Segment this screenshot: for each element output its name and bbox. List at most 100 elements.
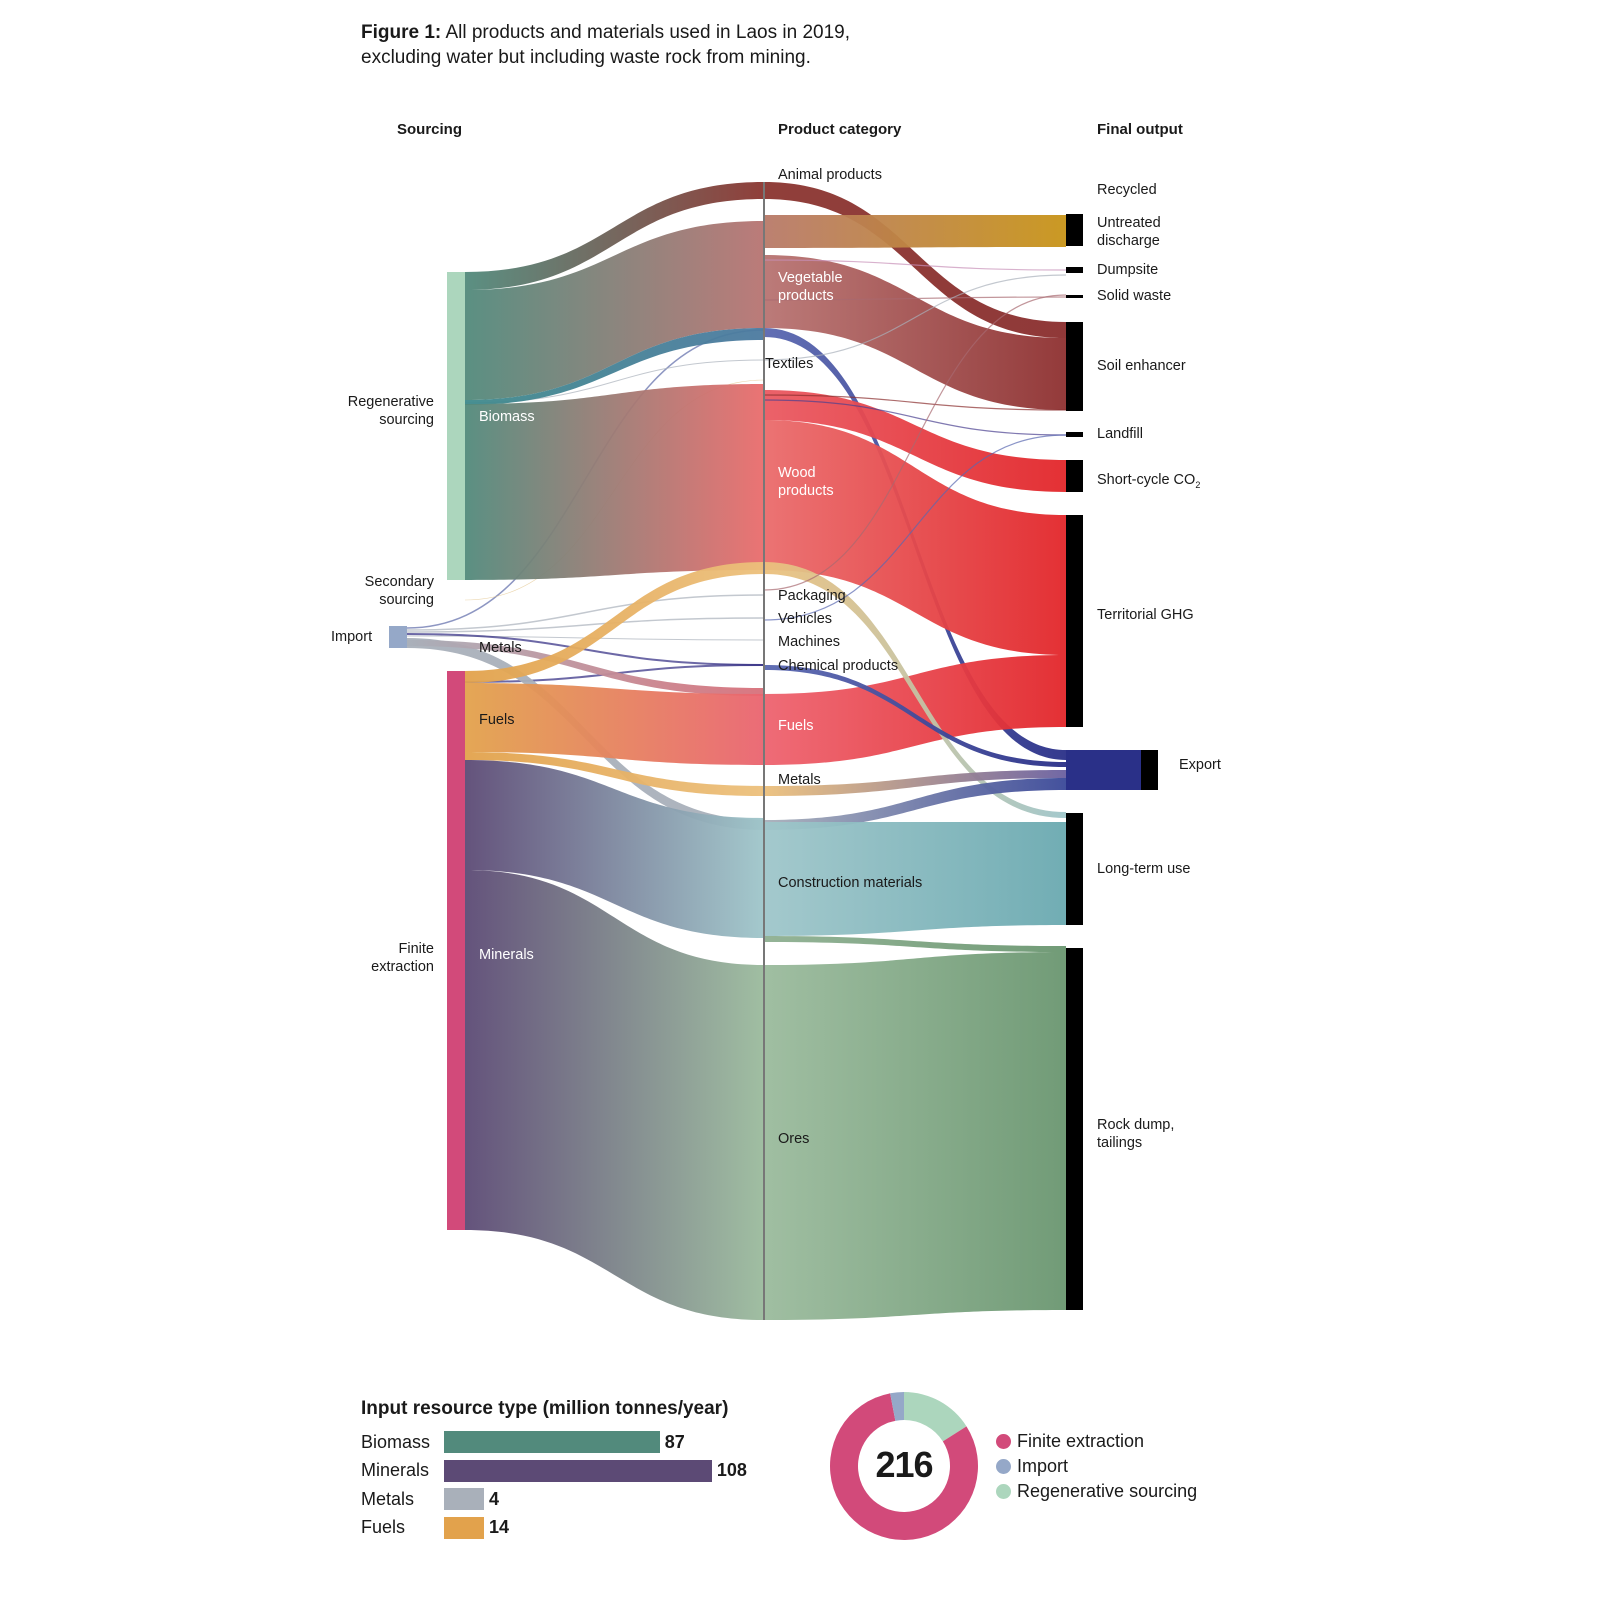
- bar-label: Metals: [361, 1488, 415, 1509]
- link-minerals-ores: [465, 870, 764, 1320]
- label-regenerative-sourcing: Regenerative sourcing: [347, 394, 434, 428]
- label-untreated-discharge: Untreated discharge: [1097, 215, 1161, 249]
- link-output-thin-4: [763, 274, 1067, 361]
- link-vegetable-soil: [764, 255, 1066, 410]
- node-soil: [1066, 322, 1083, 411]
- link-biomass-vegetable: [465, 221, 764, 400]
- bar-row: Metals 4: [361, 1487, 499, 1511]
- link-biomass-animal: [465, 182, 764, 290]
- label-animal-products: Animal products: [778, 167, 882, 183]
- label-chemical-products: Chemical products: [778, 658, 899, 674]
- node-dumpsite: [1066, 267, 1083, 273]
- link-thin-1: [406, 594, 765, 631]
- label-solid-waste: Solid waste: [1097, 288, 1172, 304]
- legend-dot-icon: [996, 1434, 1011, 1449]
- label-fuels-resource: Fuels: [479, 712, 515, 728]
- node-import: [389, 626, 407, 648]
- node-untreated: [1066, 214, 1083, 246]
- label-finite-extraction: Finite extraction: [371, 941, 434, 975]
- figure-title: Figure 1: All products and materials use…: [361, 22, 850, 68]
- link-fuels-packaging: [465, 562, 764, 683]
- link-output-thin-3: [763, 399, 1067, 436]
- label-metals-product: Metals: [778, 772, 821, 788]
- node-landfill: [1066, 432, 1083, 437]
- bar-row: Biomass 87: [361, 1430, 685, 1454]
- bar: [444, 1488, 484, 1510]
- label-territorial-ghg: Territorial GHG: [1097, 607, 1194, 623]
- label-rock-dump: Rock dump, tailings: [1097, 1117, 1175, 1151]
- node-regenerative: [447, 272, 465, 580]
- link-fuels-metals: [465, 752, 764, 796]
- label-machines: Machines: [778, 634, 841, 650]
- bar-value: 87: [664, 1431, 685, 1452]
- legend-label: Finite extraction: [1017, 1431, 1145, 1451]
- donut-slice: [890, 1392, 904, 1421]
- link-import-fuels: [407, 640, 764, 696]
- label-import: Import: [331, 629, 373, 645]
- bar-value: 14: [489, 1517, 510, 1537]
- node-solid-waste: [1066, 295, 1083, 298]
- legend-label: Regenerative sourcing: [1017, 1481, 1198, 1501]
- node-finite: [447, 671, 465, 1230]
- node-ghg: [1066, 515, 1083, 727]
- column-header-product: Product category: [778, 121, 902, 138]
- link-metals2-export: [764, 778, 1066, 830]
- column-header-sourcing: Sourcing: [397, 121, 463, 138]
- label-wood-products: Wood products: [778, 465, 834, 499]
- sankey-diagram: [389, 182, 1158, 1320]
- link-output-thin-0: [763, 259, 1067, 271]
- bar-label: Minerals: [361, 1460, 430, 1480]
- link-biomass-wood: [465, 384, 764, 580]
- bar-row: Minerals 108: [361, 1459, 747, 1483]
- node-export: [1141, 750, 1158, 790]
- label-vehicles: Vehicles: [778, 611, 833, 627]
- link-output-thin-5: [763, 294, 1067, 591]
- label-soil-enhancer: Soil enhancer: [1097, 358, 1186, 374]
- link-packaging-longterm: [764, 562, 1066, 818]
- donut-slice: [904, 1392, 967, 1442]
- link-metals-export: [764, 770, 1066, 796]
- node-longterm: [1066, 813, 1083, 925]
- node-export-flow: [1066, 750, 1141, 790]
- label-minerals: Minerals: [479, 947, 534, 963]
- link-biomass-textiles: [465, 328, 764, 405]
- bar-label: Fuels: [361, 1517, 406, 1537]
- link-output-thin-1: [763, 296, 1067, 301]
- label-secondary-sourcing: Secondary sourcing: [364, 574, 434, 608]
- bar-label: Biomass: [361, 1431, 431, 1452]
- link-minerals-construction: [465, 760, 764, 938]
- column-header-output: Final output: [1097, 121, 1183, 138]
- label-export: Export: [1179, 757, 1221, 773]
- link-ores-rock: [764, 952, 1066, 1320]
- legend-item: Finite extraction: [996, 1431, 1144, 1452]
- link-construction-rock: [764, 936, 1066, 952]
- link-vegetable-untreated: [764, 215, 1066, 248]
- label-construction-materials: Construction materials: [778, 875, 923, 891]
- label-recycled: Recycled: [1097, 182, 1157, 198]
- label-biomass: Biomass: [479, 409, 535, 425]
- donut-total: 216: [875, 1444, 933, 1485]
- bar-value: 4: [489, 1488, 500, 1509]
- label-short-cycle-co2: Short-cycle CO2: [1097, 472, 1201, 490]
- label-metals-resource: Metals: [479, 640, 522, 656]
- legend-item: Import: [996, 1456, 1068, 1477]
- link-wood-shortcycle: [764, 390, 1066, 492]
- link-output-thin-2: [763, 394, 1067, 411]
- link-fuels-fuels: [465, 683, 764, 765]
- label-dumpsite: Dumpsite: [1097, 262, 1159, 278]
- link-chemical-export: [764, 665, 1066, 767]
- legend-item: Regenerative sourcing: [996, 1481, 1197, 1502]
- link-construction-longterm: [764, 822, 1066, 936]
- legend-dot-icon: [996, 1484, 1011, 1499]
- label-fuels-product: Fuels: [778, 718, 814, 734]
- bar-chart-title: Input resource type (million tonnes/year…: [361, 1398, 729, 1419]
- legend-dot-icon: [996, 1459, 1011, 1474]
- link-wood-ghg: [764, 420, 1066, 655]
- link-thin-2: [406, 617, 765, 633]
- link-fuels-ghg: [764, 655, 1066, 765]
- label-long-term-use: Long-term use: [1097, 861, 1191, 877]
- bar-row: Fuels 14: [361, 1516, 509, 1540]
- link-output-thin-6: [763, 434, 1067, 621]
- link-thin-4: [406, 633, 765, 666]
- node-rock: [1066, 948, 1083, 1310]
